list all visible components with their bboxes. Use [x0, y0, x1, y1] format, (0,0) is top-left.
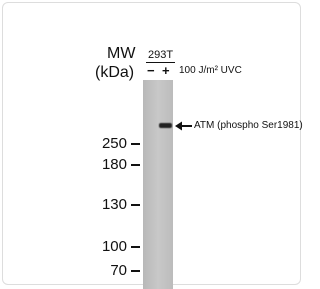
page: MW (kDa) 293T − + 100 J/m² UVC ATM (phos… — [0, 0, 305, 289]
lane-label: − — [147, 64, 155, 77]
marker-label: 100 — [102, 239, 140, 254]
marker-label: 180 — [102, 157, 140, 172]
unit-label: (kDa) — [95, 65, 134, 81]
marker-label: 70 — [110, 263, 140, 278]
gel-lane — [143, 80, 173, 289]
band-label: ATM (phospho Ser1981) — [194, 121, 303, 131]
mw-label: MW — [107, 46, 135, 62]
treatment: 100 J/m² UVC — [179, 66, 242, 76]
lane-label: + — [162, 64, 170, 77]
marker-label: 130 — [102, 197, 140, 212]
band — [159, 123, 172, 128]
arrow — [175, 120, 193, 132]
marker-label: 250 — [102, 136, 140, 151]
cell-line: 293T — [146, 50, 175, 63]
